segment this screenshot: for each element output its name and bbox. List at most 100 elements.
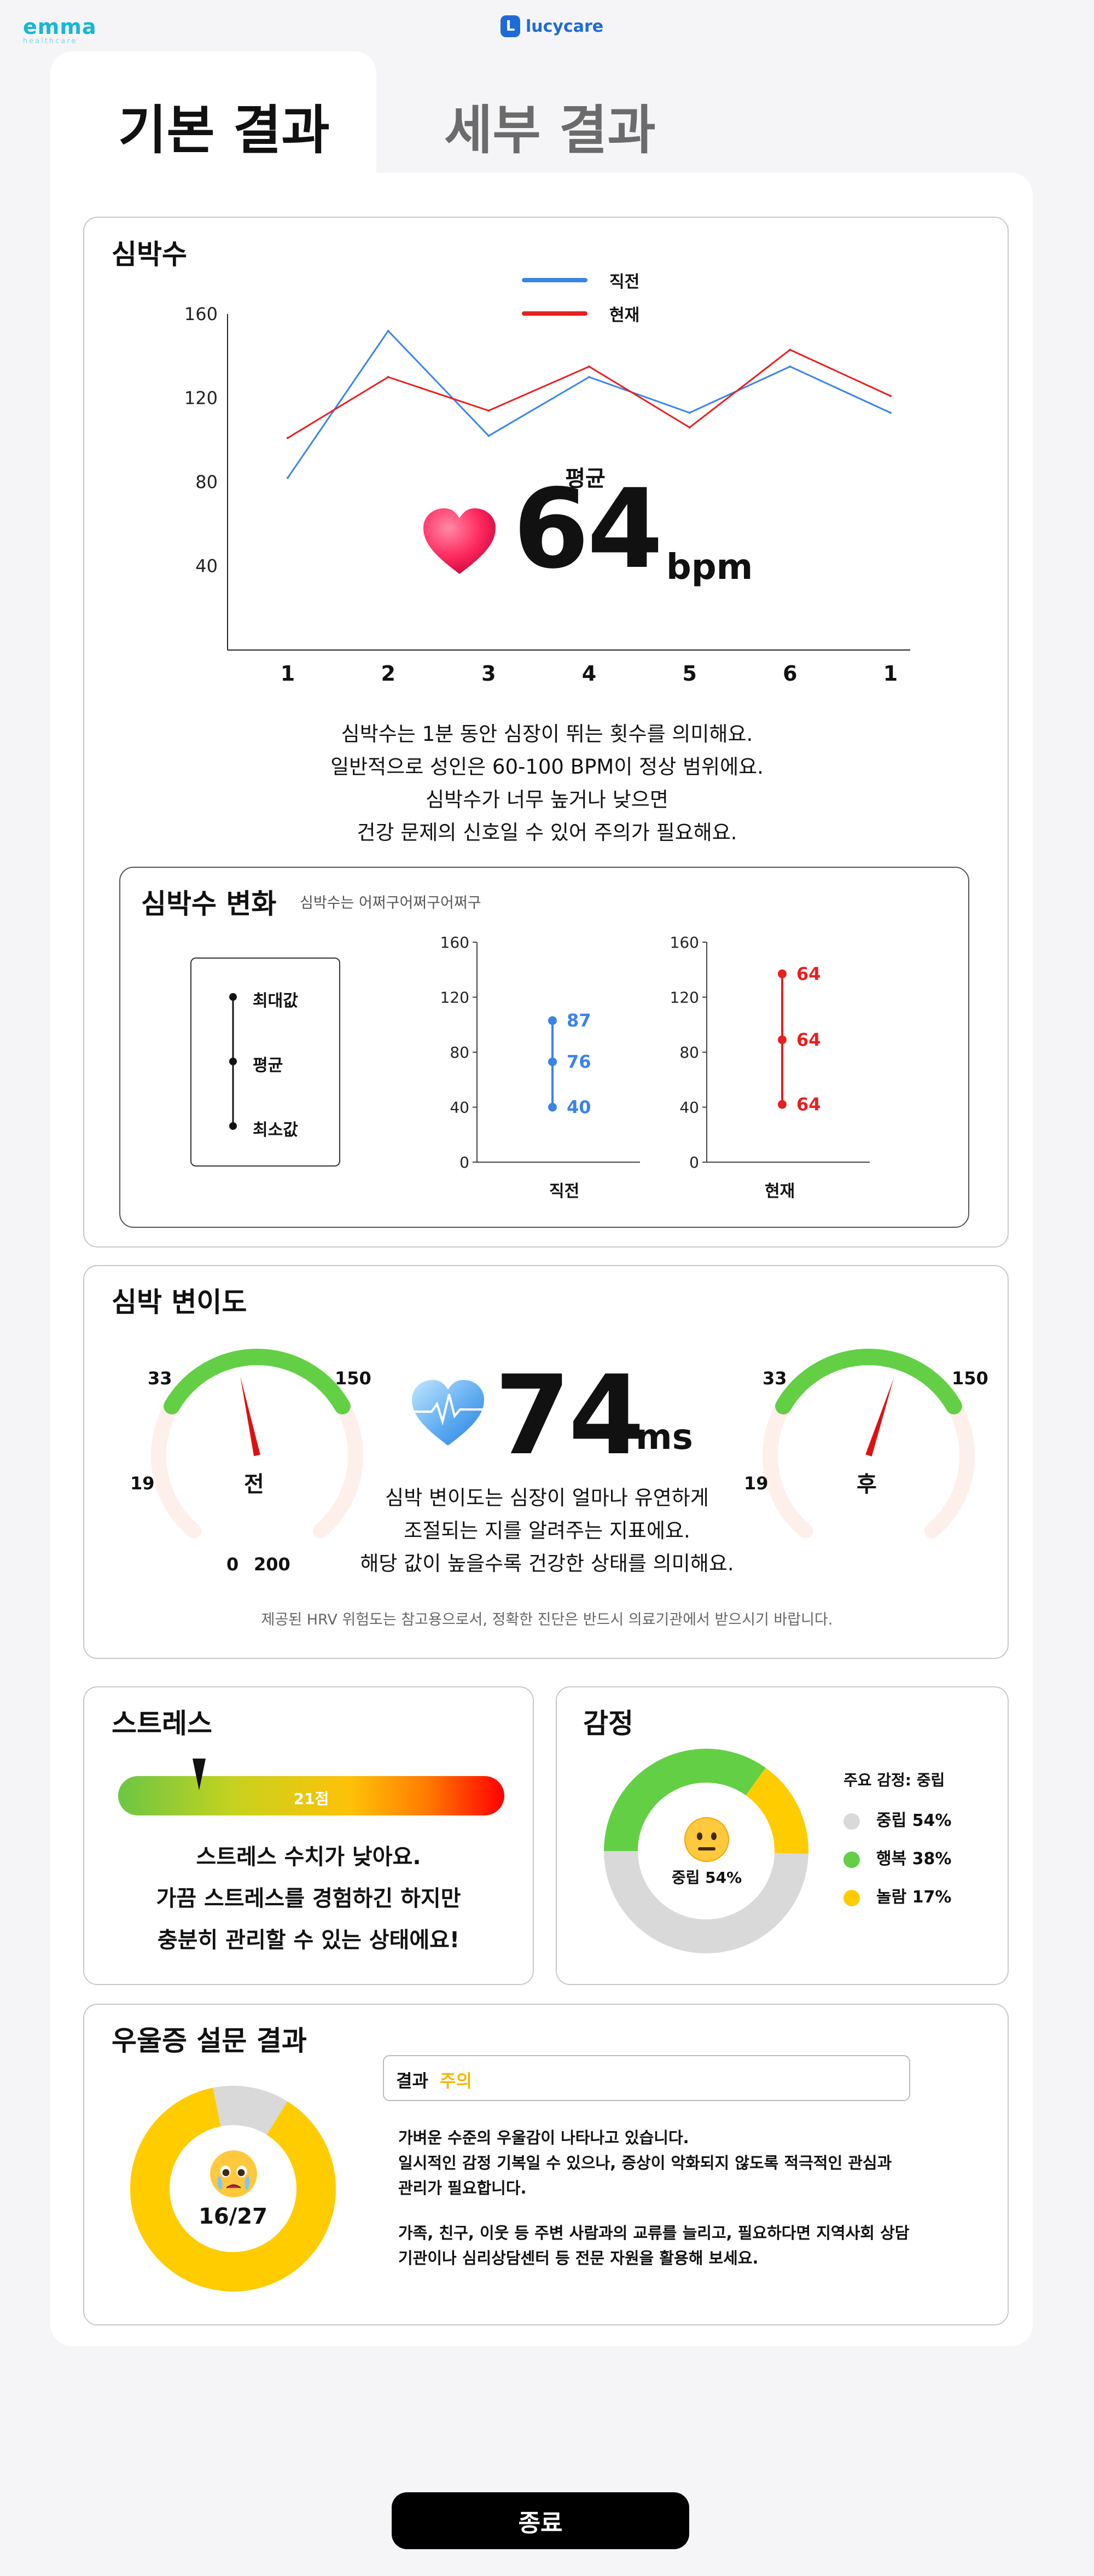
depression-score: 16/27 bbox=[199, 2204, 267, 2229]
heart-rate-description: 심박수는 1분 동안 심장이 뛰는 횟수를 의미해요. 일반적으로 성인은 60… bbox=[330, 722, 764, 844]
legend-min: 최소값 bbox=[253, 1121, 298, 1140]
data-point bbox=[387, 376, 389, 379]
stress-score-label: 21점 bbox=[293, 1790, 329, 1808]
range-point bbox=[548, 1016, 557, 1025]
gauge-after-tick-19: 19 bbox=[744, 1473, 769, 1494]
gauge-before-tick-150: 150 bbox=[335, 1368, 371, 1389]
heart-rate-change-title: 심박수 변화 bbox=[141, 888, 277, 920]
heart-rate-change-panel bbox=[119, 867, 969, 1228]
emotion-legend-neutral: 중립 54% bbox=[843, 1807, 951, 1831]
range-value-label: 64 bbox=[796, 1029, 821, 1050]
hrv-before-gauge bbox=[151, 1349, 363, 1539]
range-value-label: 76 bbox=[567, 1052, 591, 1072]
range-after-label: 현재 bbox=[765, 1182, 795, 1201]
data-point bbox=[688, 411, 691, 414]
emotion-title: 감정 bbox=[583, 1708, 633, 1739]
stress-panel bbox=[83, 1686, 534, 1985]
emotion-main-label: 주요 감정: 중립 bbox=[843, 1771, 945, 1789]
legend-before: 직전 bbox=[522, 268, 639, 292]
crying-face-icon bbox=[209, 2149, 258, 2198]
y-tick-label: 40 bbox=[195, 556, 218, 577]
lucycare-logo: L lucycare bbox=[501, 15, 603, 37]
range-point bbox=[778, 969, 787, 978]
data-point bbox=[387, 329, 389, 332]
gauge-after-tick-33: 33 bbox=[763, 1368, 787, 1389]
result-label: 결과 bbox=[396, 2070, 428, 2091]
x-tick-label: 4 bbox=[582, 662, 596, 686]
tab-detail-results[interactable]: 세부 결과 bbox=[444, 100, 656, 161]
data-point bbox=[889, 411, 892, 414]
hrv-value: 74 bbox=[494, 1352, 644, 1480]
data-point bbox=[588, 365, 590, 368]
data-point bbox=[487, 434, 490, 437]
gauge-before-tick-33: 33 bbox=[148, 1368, 172, 1389]
depression-title: 우울증 설문 결과 bbox=[112, 2025, 307, 2057]
range-y-tick-label: 120 bbox=[440, 989, 469, 1007]
data-point bbox=[688, 426, 691, 429]
legend-current: 현재 bbox=[522, 301, 639, 326]
lucycare-mark-icon: L bbox=[501, 15, 520, 37]
range-y-tick-label: 160 bbox=[440, 933, 469, 952]
x-tick-label: 1 bbox=[281, 662, 295, 686]
heart-rate-line-chart: 40 80 120 160 1 2 3 4 5 6 1 bbox=[184, 304, 910, 686]
tab-basic-results-bg bbox=[50, 51, 376, 177]
gauge-normal-band bbox=[164, 1349, 351, 1414]
stress-description: 스트레스 수치가 낮아요. 가끔 스트레스를 경험하긴 하지만 충분히 관리할 … bbox=[156, 1844, 461, 1953]
depression-score-donut bbox=[130, 2086, 336, 2291]
legend-before-line bbox=[522, 278, 587, 282]
legend-current-line bbox=[522, 311, 587, 316]
heart-rate-change-subtitle: 심박수는 어쩌구어쩌구어쩌구 bbox=[300, 895, 481, 912]
range-legend-line-icon bbox=[229, 993, 237, 1130]
heart-icon bbox=[421, 506, 498, 577]
donut-slice-neutral bbox=[604, 1850, 808, 1953]
stress-title: 스트레스 bbox=[112, 1708, 212, 1739]
heart-rate-title: 심박수 bbox=[112, 239, 187, 270]
neutral-face-icon bbox=[684, 1817, 730, 1863]
donut-slice-rest bbox=[213, 2086, 288, 2136]
range-point bbox=[778, 1100, 787, 1109]
gauge-before-tick-19: 19 bbox=[130, 1473, 155, 1494]
emotion-donut-chart bbox=[604, 1749, 808, 1953]
average-unit: bpm bbox=[666, 547, 753, 588]
hrv-title: 심박 변이도 bbox=[112, 1286, 247, 1318]
y-tick-label: 120 bbox=[184, 388, 218, 409]
data-point bbox=[287, 477, 289, 479]
gauge-needle bbox=[865, 1378, 894, 1457]
tab-basic-results[interactable]: 기본 결과 bbox=[118, 100, 330, 161]
gauge-normal-band bbox=[775, 1349, 962, 1414]
x-tick-label: 1 bbox=[883, 662, 898, 686]
range-y-tick-label: 160 bbox=[670, 933, 699, 952]
stress-marker-icon bbox=[193, 1759, 206, 1790]
finish-button[interactable]: 종료 bbox=[392, 2492, 689, 2549]
donut-slice-happy bbox=[604, 1749, 766, 1852]
hrv-description: 심박 변이도는 심장이 얼마나 유연하게 조절되는 지를 알려주는 지표에요. … bbox=[360, 1486, 734, 1575]
range-chart-after: 0 40 80 120 160 64 64 64 bbox=[670, 933, 870, 1171]
gauge-before-tick-200: 200 bbox=[254, 1554, 290, 1575]
x-tick-label: 3 bbox=[481, 662, 496, 686]
gauge-needle bbox=[240, 1376, 260, 1457]
average-label: 평균 bbox=[565, 466, 606, 491]
depression-paragraph-1: 가벼운 수준의 우울감이 나타나고 있습니다. 일시적인 감정 기복일 수 있으… bbox=[398, 2128, 892, 2197]
range-value-label: 64 bbox=[796, 1094, 821, 1115]
range-legend-box: 최대값 평균 최소값 bbox=[190, 958, 340, 1167]
gauge-before-label: 전 bbox=[244, 1472, 264, 1497]
emotion-legend-happy: 행복 38% bbox=[843, 1845, 951, 1869]
hrv-panel bbox=[83, 1265, 1009, 1659]
hrv-unit: ms bbox=[636, 1417, 693, 1458]
donut-slice-surprise bbox=[745, 1767, 808, 1854]
range-chart-before: 0 40 80 120 160 87 76 40 bbox=[440, 933, 640, 1171]
range-value-label: 64 bbox=[796, 964, 821, 984]
depression-result-box bbox=[383, 2055, 910, 2101]
emotion-legend-surprise: 놀람 17% bbox=[843, 1883, 951, 1907]
emma-logo: emma healthcare bbox=[23, 15, 97, 45]
series-line-현재 bbox=[287, 349, 891, 439]
range-point bbox=[548, 1057, 557, 1066]
gauge-after-label: 후 bbox=[857, 1472, 877, 1497]
y-tick-label: 80 bbox=[195, 472, 218, 492]
range-value-label: 87 bbox=[567, 1010, 591, 1031]
result-value: 주의 bbox=[440, 2070, 472, 2091]
range-before-label: 직전 bbox=[549, 1182, 580, 1201]
range-y-tick-label: 120 bbox=[670, 989, 699, 1007]
data-point bbox=[487, 409, 490, 412]
data-point bbox=[588, 376, 590, 379]
